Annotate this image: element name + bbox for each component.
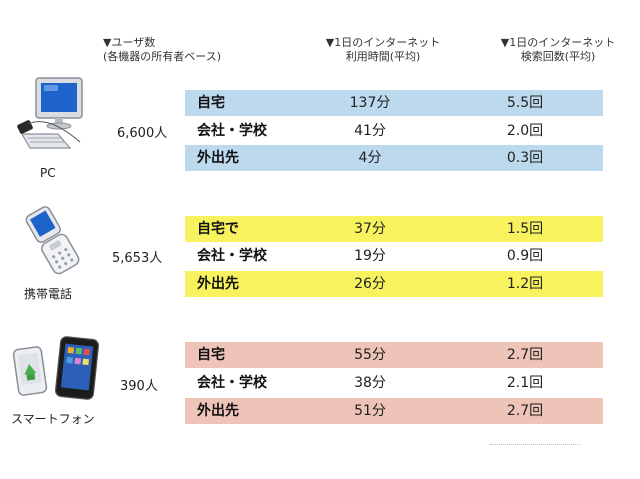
table-row: 外出先 26分 1.2回: [185, 271, 603, 297]
user-count-mobile-phone: 5,653人: [112, 251, 163, 266]
row-search-count: 0.9回: [506, 248, 544, 264]
table-row: 会社・学校 19分 0.9回: [185, 243, 603, 269]
table-row: 自宅 137分 5.5回: [185, 90, 603, 116]
row-usage-time: 26分: [354, 276, 386, 292]
header-usage-time-note: 利用時間(平均): [345, 50, 421, 63]
row-place: 外出先: [197, 403, 239, 419]
mobile-phone-icon: [18, 206, 84, 282]
row-place: 外出先: [197, 150, 239, 166]
row-usage-time: 55分: [354, 347, 386, 363]
table-row: 自宅で 37分 1.5回: [185, 216, 603, 242]
device-label-pc: PC: [40, 166, 56, 180]
row-usage-time: 4分: [358, 150, 382, 166]
table-row: 自宅 55分 2.7回: [185, 342, 603, 368]
row-usage-time: 137分: [349, 95, 391, 111]
row-place: 外出先: [197, 276, 239, 292]
row-search-count: 2.1回: [506, 375, 544, 391]
pc-icon: [16, 76, 88, 162]
header-usage-time-title: ▼1日のインターネット: [325, 36, 441, 49]
table-row: 外出先 51分 2.7回: [185, 398, 603, 424]
header-search-count: ▼1日のインターネット 検索回数(平均): [498, 36, 618, 64]
header-user-count-title: ▼ユーザ数: [103, 36, 156, 49]
row-search-count: 1.2回: [506, 276, 544, 292]
smartphone-icon: [8, 334, 112, 406]
row-place: 会社・学校: [197, 248, 267, 264]
header-usage-time: ▼1日のインターネット 利用時間(平均): [318, 36, 448, 64]
row-place: 自宅: [197, 95, 225, 111]
row-search-count: 2.0回: [506, 123, 544, 139]
table-row: 会社・学校 38分 2.1回: [185, 370, 603, 396]
header-search-count-title: ▼1日のインターネット: [500, 36, 616, 49]
user-count-pc: 6,600人: [117, 126, 168, 141]
row-place: 自宅で: [197, 221, 239, 237]
row-place: 会社・学校: [197, 123, 267, 139]
device-label-mobile-phone: 携帯電話: [24, 287, 73, 301]
user-count-smartphone: 390人: [120, 379, 158, 394]
row-place: 自宅: [197, 347, 225, 363]
row-place: 会社・学校: [197, 375, 267, 391]
row-search-count: 5.5回: [506, 95, 544, 111]
device-label-smartphone: スマートフォン: [11, 412, 95, 426]
table-row: 外出先 4分 0.3回: [185, 145, 603, 171]
header-user-count-note: (各機器の所有者ベース): [103, 50, 222, 63]
divider: [490, 444, 580, 445]
row-search-count: 0.3回: [506, 150, 544, 166]
row-usage-time: 38分: [354, 375, 386, 391]
row-search-count: 2.7回: [506, 347, 544, 363]
table-row: 会社・学校 41分 2.0回: [185, 118, 603, 144]
row-search-count: 1.5回: [506, 221, 544, 237]
row-usage-time: 41分: [354, 123, 386, 139]
row-usage-time: 37分: [354, 221, 386, 237]
row-usage-time: 19分: [354, 248, 386, 264]
row-search-count: 2.7回: [506, 403, 544, 419]
header-search-count-note: 検索回数(平均): [520, 50, 596, 63]
header-user-count: ▼ユーザ数 (各機器の所有者ベース): [103, 36, 221, 64]
row-usage-time: 51分: [354, 403, 386, 419]
